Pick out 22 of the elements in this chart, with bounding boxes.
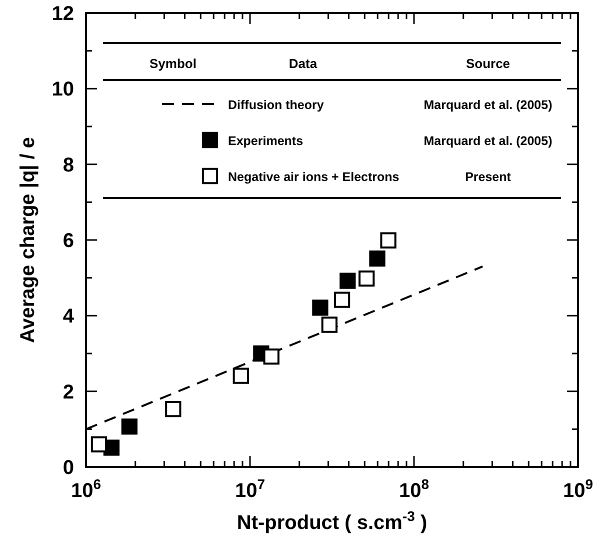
y-tick-label: 4 <box>62 306 75 328</box>
y-tick-label: 8 <box>62 154 74 176</box>
x-tick-label: 10$^{7}$ <box>234 476 266 502</box>
legend-label: Experiments <box>228 134 304 148</box>
y-tick-label: 2 <box>62 381 74 404</box>
y-tick-label: 12 <box>52 3 74 25</box>
annotation: Data <box>288 56 318 71</box>
annotation: Present <box>465 170 512 184</box>
annotation: Marquard et al. (2005) <box>424 98 552 112</box>
legend-label: Negative air ions + Electrons <box>228 170 400 184</box>
annotation: Source <box>466 56 510 71</box>
x-tick-label: 10$^{6}$ <box>70 476 102 502</box>
annotation: Symbol <box>150 56 196 71</box>
y-axis-title: Average charge |q| / e <box>17 136 39 344</box>
y-tick-label: 10 <box>52 78 74 101</box>
y-tick-label: 0 <box>62 457 74 479</box>
x-axis-title: Nt-product ( s.cm$^{-3}$ ) <box>236 508 428 534</box>
y-tick-label: 6 <box>62 230 74 252</box>
annotation: Marquard et al. (2005) <box>424 134 552 148</box>
legend-label: Diffusion theory <box>228 98 324 112</box>
x-tick-label: 10$^{8}$ <box>398 476 430 502</box>
x-tick-label: 10$^{9}$ <box>562 476 594 502</box>
